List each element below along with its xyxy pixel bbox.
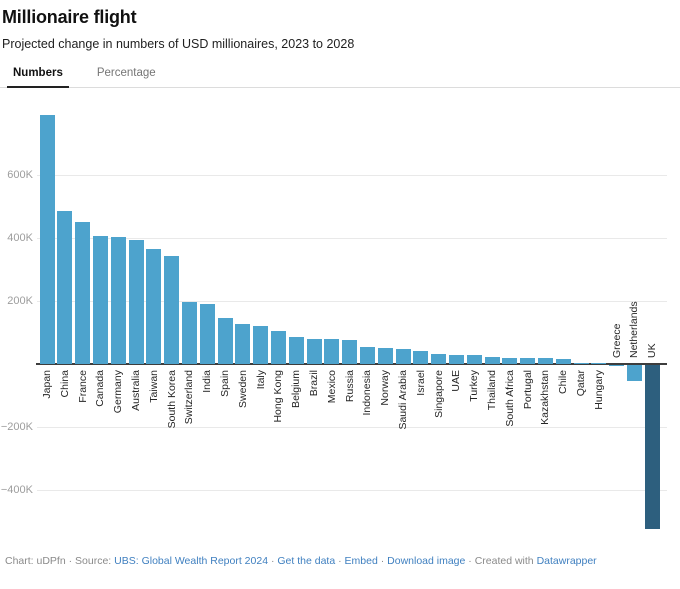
chart-footer: Chart: uDPfn · Source: UBS: Global Wealt…: [5, 555, 680, 567]
x-axis-label-norway: Norway: [379, 370, 392, 406]
bar-mexico[interactable]: [324, 339, 340, 364]
bar-greece[interactable]: [609, 365, 625, 366]
x-axis-label-belgium: Belgium: [290, 370, 303, 408]
x-axis-label-china: China: [58, 370, 71, 398]
gridline: [37, 427, 667, 428]
bar-south-korea[interactable]: [164, 255, 180, 364]
y-axis-tick-label: 200K: [7, 295, 33, 307]
y-axis-tick-label: 600K: [7, 169, 33, 181]
y-axis-tick-label: −200K: [0, 421, 33, 433]
x-axis-label-greece: Greece: [610, 323, 623, 358]
bar-china[interactable]: [57, 210, 73, 364]
bar-germany[interactable]: [110, 236, 126, 364]
bar-switzerland[interactable]: [181, 301, 197, 364]
bar-australia[interactable]: [128, 239, 144, 364]
bar-hong-kong[interactable]: [270, 330, 286, 364]
footer-text: ·: [335, 555, 345, 567]
x-axis-label-france: France: [76, 370, 89, 403]
x-axis-label-hungary: Hungary: [592, 370, 605, 410]
bar-singapore[interactable]: [431, 353, 447, 364]
x-axis-label-spain: Spain: [219, 370, 231, 397]
footer-link-download-image[interactable]: Download image: [387, 555, 466, 567]
x-axis-baseline: [36, 363, 667, 365]
footer-text: Chart: uDPfn · Source:: [5, 555, 115, 567]
tab-numbers[interactable]: Numbers: [7, 64, 69, 88]
bar-uae[interactable]: [448, 354, 464, 364]
bar-japan[interactable]: [39, 115, 55, 364]
footer-link-get-the-data[interactable]: Get the data: [277, 555, 336, 567]
x-axis-label-portugal: Portugal: [521, 370, 534, 410]
page-title: Millionaire flight: [2, 7, 137, 27]
x-axis-label-japan: Japan: [41, 370, 53, 399]
x-axis-label-sweden: Sweden: [236, 370, 249, 408]
gridline: [37, 175, 667, 176]
x-axis-label-qatar: Qatar: [575, 370, 587, 397]
tab-bar: Numbers Percentage: [0, 64, 680, 88]
x-axis-label-uae: UAE: [450, 370, 463, 392]
chart-area: 600K 400K 200K −200K −400K Japan China France Ca…: [0, 89, 680, 547]
bar-france[interactable]: [75, 222, 91, 364]
y-axis-tick-label: 400K: [7, 232, 33, 244]
x-axis-label-uk: UK: [646, 343, 659, 358]
x-axis-label-indonesia: Indonesia: [361, 370, 374, 416]
x-axis-label-south-korea: South Korea: [165, 370, 178, 429]
x-axis-label-russia: Russia: [343, 370, 356, 403]
x-axis-label-mexico: Mexico: [325, 370, 338, 404]
x-axis-label-germany: Germany: [112, 370, 125, 414]
y-axis-tick-label: −400K: [0, 484, 33, 496]
x-axis-label-hong-kong: Hong Kong: [272, 370, 285, 423]
tab-percentage[interactable]: Percentage: [96, 67, 156, 79]
gridline: [37, 238, 667, 239]
bar-israel[interactable]: [413, 351, 429, 364]
bar-norway[interactable]: [377, 347, 393, 364]
footer-link-embed[interactable]: Embed: [344, 555, 378, 567]
bar-turkey[interactable]: [466, 355, 482, 364]
footer-text: ·: [268, 555, 278, 567]
bar-taiwan[interactable]: [146, 248, 162, 364]
x-axis-label-australia: Australia: [130, 370, 142, 411]
x-axis-label-canada: Canada: [94, 370, 107, 407]
x-axis-label-kazakhstan: Kazakhstan: [539, 370, 552, 425]
x-axis-label-israel: Israel: [414, 370, 427, 396]
bar-indonesia[interactable]: [359, 346, 375, 364]
bar-india[interactable]: [199, 303, 215, 364]
x-axis-label-netherlands: Netherlands: [628, 301, 641, 358]
x-axis-label-south-africa: South Africa: [503, 370, 516, 427]
gridline: [37, 490, 667, 491]
bar-qatar[interactable]: [573, 362, 589, 364]
x-axis-label-thailand: Thailand: [486, 370, 498, 411]
bar-portugal[interactable]: [520, 358, 536, 364]
chart-subtitle: Projected change in numbers of USD milli…: [2, 37, 355, 51]
bar-sweden[interactable]: [235, 323, 251, 364]
bar-canada[interactable]: [92, 235, 108, 364]
x-axis-label-chile: Chile: [557, 370, 570, 394]
gridline: [37, 301, 667, 302]
bar-brazil[interactable]: [306, 338, 322, 364]
x-axis-label-taiwan: Taiwan: [147, 370, 160, 403]
bar-spain[interactable]: [217, 317, 233, 364]
footer-text: ·: [377, 555, 388, 567]
footer-link-ubs-global-wealth-report-2024[interactable]: UBS: Global Wealth Report 2024: [114, 555, 269, 567]
bar-south-africa[interactable]: [502, 357, 518, 364]
footer-link-datawrapper[interactable]: Datawrapper: [536, 555, 597, 567]
x-axis-label-turkey: Turkey: [468, 370, 481, 402]
bar-netherlands[interactable]: [626, 365, 642, 382]
bar-chile[interactable]: [555, 359, 571, 364]
footer-text: · Created with: [465, 555, 537, 567]
bar-belgium[interactable]: [288, 336, 304, 364]
x-axis-label-switzerland: Switzerland: [183, 370, 196, 425]
x-axis-label-saudi-arabia: Saudi Arabia: [397, 370, 409, 430]
bar-russia[interactable]: [342, 339, 358, 364]
bar-kazakhstan[interactable]: [537, 358, 553, 364]
bar-italy[interactable]: [253, 325, 269, 364]
bar-uk[interactable]: [644, 365, 660, 529]
bar-saudi-arabia[interactable]: [395, 348, 411, 364]
x-axis-label-singapore: Singapore: [432, 370, 445, 418]
x-axis-label-brazil: Brazil: [308, 370, 320, 397]
bar-thailand[interactable]: [484, 356, 500, 364]
x-axis-label-italy: Italy: [254, 370, 267, 390]
bar-hungary[interactable]: [591, 363, 607, 364]
x-axis-label-india: India: [201, 370, 214, 393]
